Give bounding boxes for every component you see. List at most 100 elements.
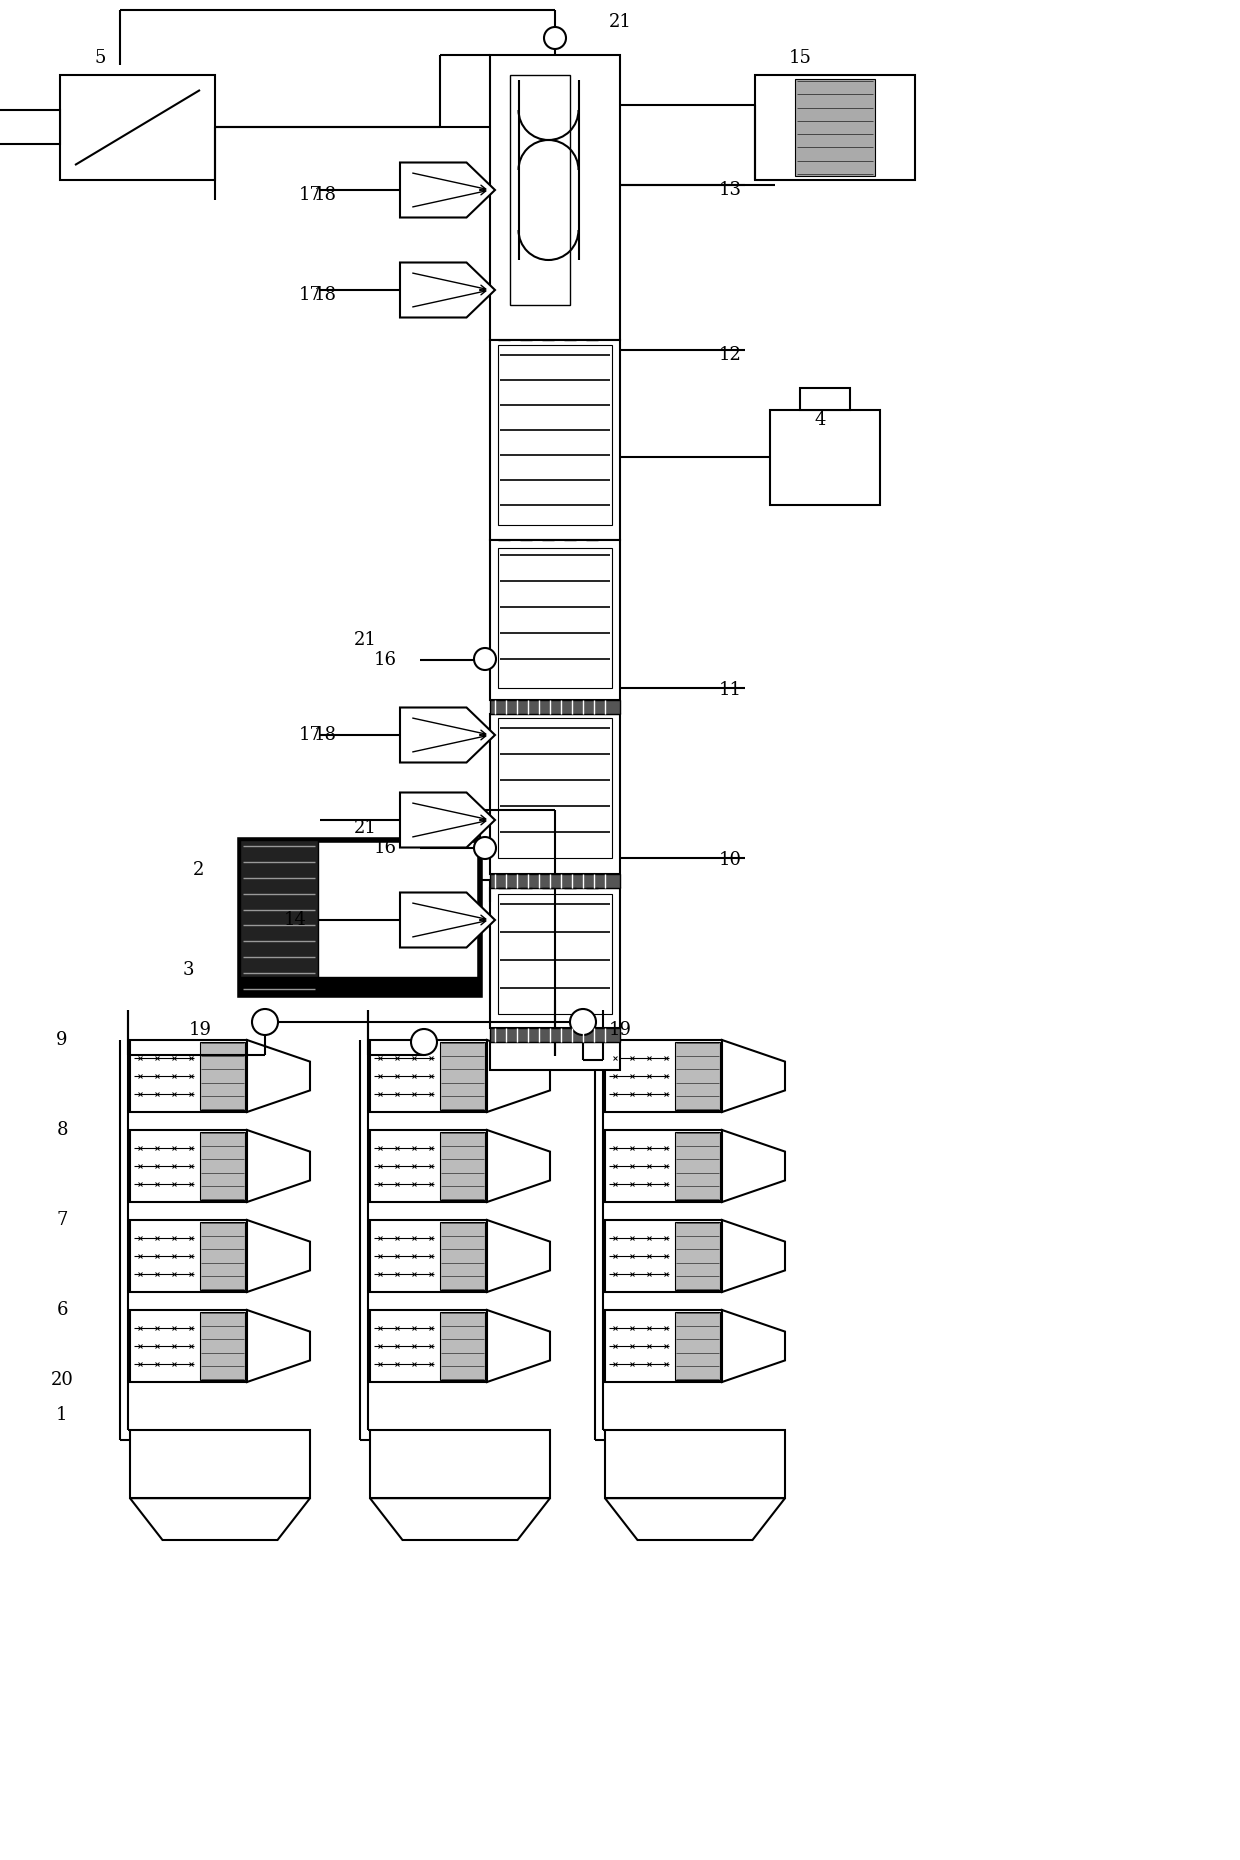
Text: 17: 17: [299, 186, 321, 205]
Polygon shape: [370, 1497, 551, 1540]
Bar: [676, 1222, 719, 1291]
Bar: [490, 1042, 620, 1070]
Text: 16: 16: [373, 839, 397, 857]
Text: 4: 4: [815, 411, 826, 430]
Text: 18: 18: [314, 286, 336, 303]
Text: 7: 7: [56, 1211, 68, 1229]
Text: 5: 5: [94, 48, 105, 67]
Text: 12: 12: [718, 346, 742, 365]
Polygon shape: [722, 1131, 785, 1202]
Bar: [605, 1040, 722, 1112]
Text: 8: 8: [56, 1122, 68, 1138]
Polygon shape: [401, 262, 495, 318]
Bar: [0, 110, 60, 143]
Polygon shape: [247, 1309, 310, 1382]
Bar: [755, 74, 915, 180]
Polygon shape: [247, 1040, 310, 1112]
Bar: [605, 1430, 785, 1497]
Bar: [676, 1311, 719, 1380]
Circle shape: [252, 1008, 278, 1034]
Bar: [130, 1309, 247, 1382]
Text: 17: 17: [299, 725, 321, 744]
Bar: [795, 78, 875, 177]
Bar: [370, 1430, 551, 1497]
Bar: [440, 1311, 485, 1380]
Text: 11: 11: [718, 681, 742, 699]
Bar: [498, 549, 613, 688]
Polygon shape: [401, 707, 495, 763]
Polygon shape: [487, 1220, 551, 1293]
Bar: [241, 841, 480, 995]
Text: 15: 15: [789, 48, 811, 67]
Circle shape: [474, 647, 496, 670]
Text: 16: 16: [373, 651, 397, 670]
Polygon shape: [722, 1040, 785, 1112]
Circle shape: [544, 28, 565, 48]
Text: 17: 17: [299, 286, 321, 303]
Bar: [498, 895, 613, 1014]
Bar: [605, 1220, 722, 1293]
Text: 18: 18: [314, 725, 336, 744]
Text: 19: 19: [609, 1021, 631, 1040]
Text: 1: 1: [56, 1406, 68, 1425]
Bar: [770, 409, 880, 506]
Polygon shape: [605, 1497, 785, 1540]
Polygon shape: [401, 792, 495, 848]
Text: 19: 19: [188, 1021, 212, 1040]
Polygon shape: [247, 1220, 310, 1293]
Bar: [605, 1309, 722, 1382]
Bar: [498, 344, 613, 525]
Bar: [490, 539, 620, 699]
Polygon shape: [401, 162, 495, 218]
Polygon shape: [247, 1131, 310, 1202]
Bar: [440, 1133, 485, 1200]
Text: 14: 14: [284, 911, 306, 928]
Bar: [605, 1131, 722, 1202]
Bar: [370, 1220, 487, 1293]
Text: 20: 20: [51, 1371, 73, 1389]
Bar: [370, 1040, 487, 1112]
Bar: [676, 1133, 719, 1200]
Bar: [200, 1222, 244, 1291]
Bar: [370, 1309, 487, 1382]
Bar: [490, 874, 620, 887]
Text: 2: 2: [192, 861, 203, 880]
Polygon shape: [722, 1220, 785, 1293]
Bar: [510, 74, 570, 305]
Bar: [490, 887, 620, 1029]
Text: 21: 21: [353, 631, 377, 649]
Bar: [490, 714, 620, 874]
Polygon shape: [487, 1040, 551, 1112]
Polygon shape: [722, 1309, 785, 1382]
Bar: [370, 1131, 487, 1202]
Bar: [200, 1133, 244, 1200]
Text: 21: 21: [609, 13, 631, 32]
Polygon shape: [487, 1131, 551, 1202]
Text: 21: 21: [353, 818, 377, 837]
Bar: [440, 1222, 485, 1291]
Bar: [130, 1220, 247, 1293]
Circle shape: [410, 1029, 436, 1055]
Text: 9: 9: [56, 1030, 68, 1049]
Bar: [490, 56, 620, 340]
Text: 6: 6: [56, 1300, 68, 1319]
Bar: [241, 976, 480, 995]
Bar: [440, 1042, 485, 1110]
Bar: [130, 1430, 310, 1497]
Bar: [676, 1042, 719, 1110]
Bar: [200, 1042, 244, 1110]
Text: 3: 3: [182, 962, 193, 978]
Bar: [130, 1040, 247, 1112]
Text: 13: 13: [718, 180, 742, 199]
Polygon shape: [401, 893, 495, 947]
Circle shape: [474, 837, 496, 859]
Polygon shape: [130, 1497, 310, 1540]
Text: 10: 10: [718, 852, 742, 869]
Bar: [130, 1131, 247, 1202]
Text: 18: 18: [314, 186, 336, 205]
Bar: [490, 1029, 620, 1042]
Bar: [60, 74, 215, 180]
Bar: [800, 389, 849, 409]
Bar: [490, 340, 620, 539]
Bar: [498, 718, 613, 857]
